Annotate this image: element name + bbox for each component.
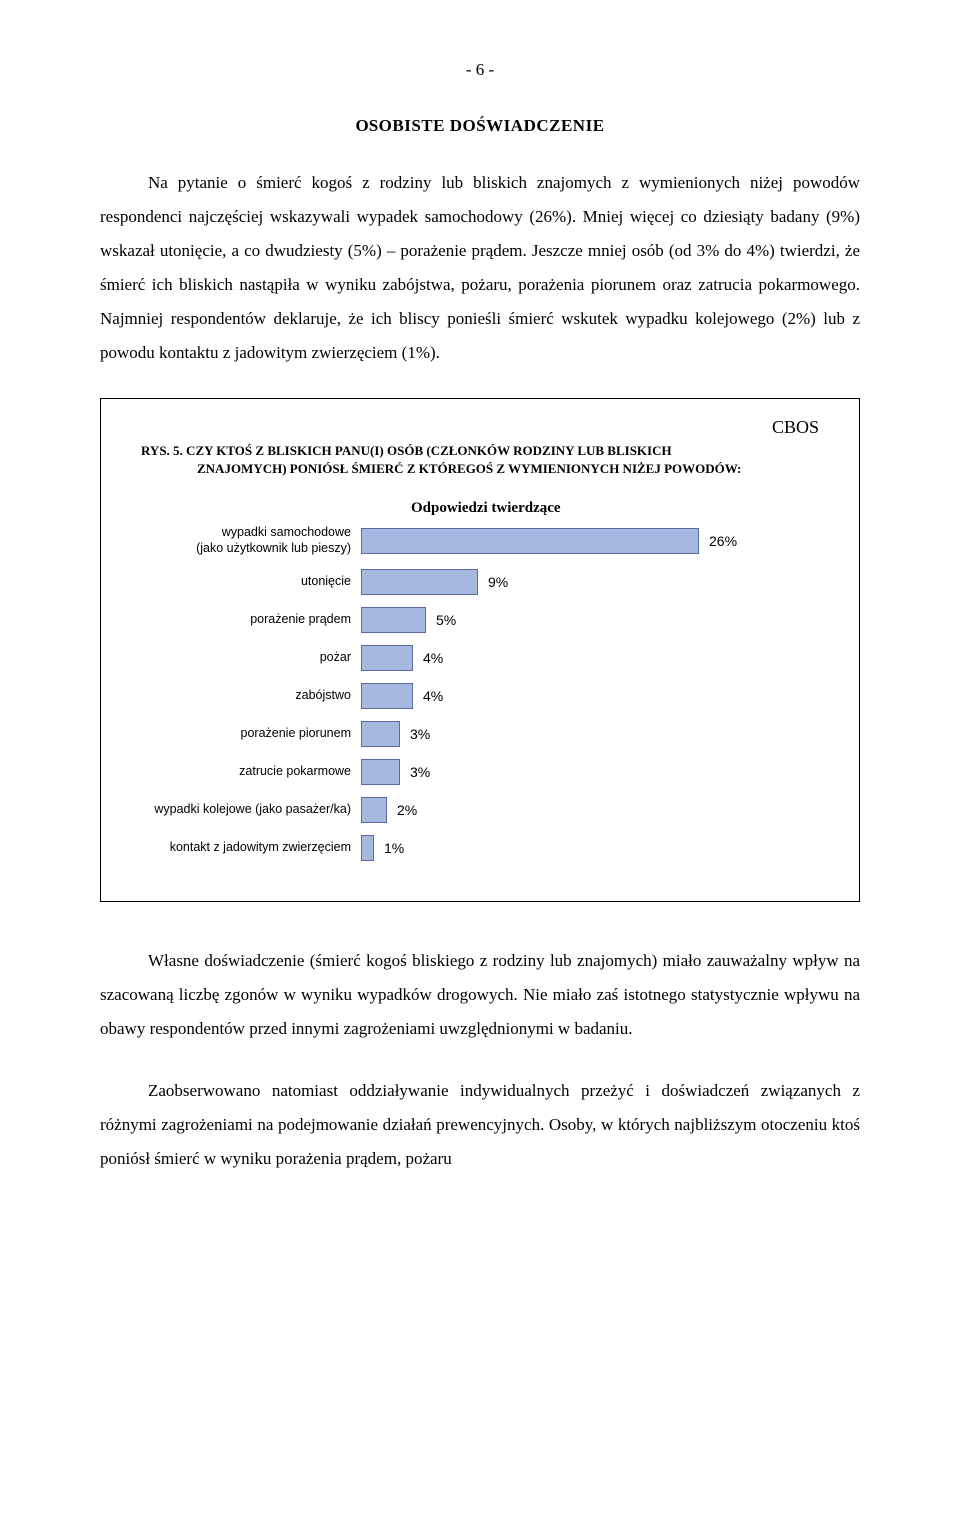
- bar: [361, 797, 387, 823]
- paragraph-3: Zaobserwowano natomiast oddziaływanie in…: [100, 1074, 860, 1176]
- heading-first-letter: O: [355, 116, 368, 135]
- bar-row: porażenie prądem 5%: [141, 607, 819, 633]
- bar: [361, 835, 374, 861]
- chart: Odpowiedzi twierdzące wypadki samochodow…: [141, 500, 819, 860]
- bar-value: 4%: [413, 650, 443, 666]
- bar-value: 3%: [400, 726, 430, 742]
- bar: [361, 683, 413, 709]
- bar-row: pożar 4%: [141, 645, 819, 671]
- figure-title-line2: ZNAJOMYCH) PONIÓSŁ ŚMIERĆ Z KTÓREGOŚ Z W…: [197, 460, 741, 478]
- chart-subtitle: Odpowiedzi twierdzące: [411, 500, 819, 517]
- bar-value: 1%: [374, 840, 404, 856]
- bar-row: porażenie piorunem 3%: [141, 721, 819, 747]
- bar-row: kontakt z jadowitym zwierzęciem 1%: [141, 835, 819, 861]
- paragraph-2-text: Własne doświadczenie (śmierć kogoś blisk…: [100, 951, 860, 1038]
- bar-row: wypadki samochodowe(jako użytkownik lub …: [141, 525, 819, 556]
- paragraph-1: Na pytanie o śmierć kogoś z rodziny lub …: [100, 166, 860, 370]
- bar-label: utonięcie: [141, 574, 361, 590]
- paragraph-3-text: Zaobserwowano natomiast oddziaływanie in…: [100, 1081, 860, 1168]
- bar-row: wypadki kolejowe (jako pasażer/ka) 2%: [141, 797, 819, 823]
- bar: [361, 569, 478, 595]
- bar-row: utonięcie 9%: [141, 569, 819, 595]
- bar-value: 26%: [699, 533, 737, 549]
- page-number: - 6 -: [100, 60, 860, 80]
- bar-value: 9%: [478, 574, 508, 590]
- bar-label: porażenie piorunem: [141, 726, 361, 742]
- figure-box: CBOS RYS. 5. CZY KTOŚ Z BLISKICH PANU(I)…: [100, 398, 860, 902]
- paragraph-2: Własne doświadczenie (śmierć kogoś blisk…: [100, 944, 860, 1046]
- bar-label: zatrucie pokarmowe: [141, 764, 361, 780]
- bar-label: wypadki kolejowe (jako pasażer/ka): [141, 802, 361, 818]
- bar-value: 2%: [387, 802, 417, 818]
- bar-label: kontakt z jadowitym zwierzęciem: [141, 840, 361, 856]
- bar-value: 4%: [413, 688, 443, 704]
- bar: [361, 645, 413, 671]
- bar-label: porażenie prądem: [141, 612, 361, 628]
- bar: [361, 528, 699, 554]
- bars-container: wypadki samochodowe(jako użytkownik lub …: [141, 525, 819, 860]
- cbos-label: CBOS: [141, 417, 819, 438]
- figure-title-line1: RYS. 5. CZY KTOŚ Z BLISKICH PANU(I) OSÓB…: [141, 443, 672, 458]
- paragraph-1-text: Na pytanie o śmierć kogoś z rodziny lub …: [100, 173, 860, 362]
- bar-label: wypadki samochodowe(jako użytkownik lub …: [141, 525, 361, 556]
- bar-row: zatrucie pokarmowe 3%: [141, 759, 819, 785]
- bar-value: 3%: [400, 764, 430, 780]
- bar-label: pożar: [141, 650, 361, 666]
- section-heading: OSOBISTE DOŚWIADCZENIE: [100, 116, 860, 136]
- bar-row: zabójstwo 4%: [141, 683, 819, 709]
- bar: [361, 721, 400, 747]
- figure-title: RYS. 5. CZY KTOŚ Z BLISKICH PANU(I) OSÓB…: [141, 442, 819, 478]
- bar: [361, 759, 400, 785]
- heading-rest: SOBISTE DOŚWIADCZENIE: [369, 116, 605, 135]
- page: - 6 - OSOBISTE DOŚWIADCZENIE Na pytanie …: [0, 0, 960, 1264]
- bar-label: zabójstwo: [141, 688, 361, 704]
- bar-value: 5%: [426, 612, 456, 628]
- bar: [361, 607, 426, 633]
